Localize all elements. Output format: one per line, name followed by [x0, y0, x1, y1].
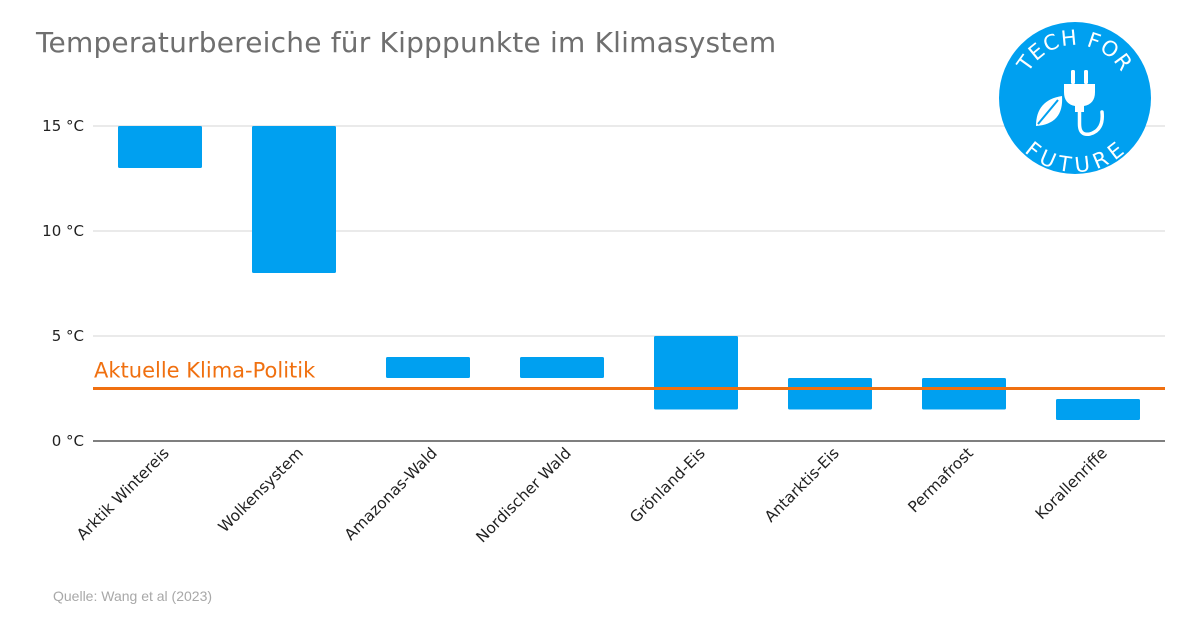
plug-icon: [1064, 70, 1104, 137]
bar: [922, 378, 1006, 410]
y-tick-label: 10 °C: [42, 222, 84, 240]
category-label: Grönland-Eis: [626, 444, 708, 526]
category-label: Antarktis-Eis: [761, 444, 843, 526]
category-label: Nordischer Wald: [473, 444, 575, 546]
bar: [386, 357, 470, 378]
bar: [1056, 399, 1140, 420]
y-tick-label: 5 °C: [52, 327, 84, 345]
bars: [118, 126, 1140, 420]
category-label: Amazonas-Wald: [341, 444, 441, 544]
bar: [118, 126, 202, 168]
bar: [654, 336, 738, 410]
category-label: Permafrost: [905, 444, 977, 516]
category-label: Wolkensystem: [215, 444, 307, 536]
source-note: Quelle: Wang et al (2023): [53, 588, 213, 604]
chart-title: Temperaturbereiche für Kipppunkte im Kli…: [36, 26, 777, 59]
tech-for-future-logo: TECH FOR FUTURE: [999, 22, 1151, 177]
bar: [252, 126, 336, 273]
bar: [520, 357, 604, 378]
category-labels: Arktik Wintereis Wolkensystem Amazonas-Wal…: [73, 444, 1111, 546]
bar: [788, 378, 872, 410]
category-label: Korallenriffe: [1032, 444, 1111, 523]
leaf-icon: [1036, 96, 1063, 126]
reference-line-group: Aktuelle Klima-Politik: [93, 359, 1165, 390]
y-tick-label: 15 °C: [42, 117, 84, 135]
y-tick-label: 0 °C: [52, 432, 84, 450]
y-tick-labels: 0 °C 5 °C 10 °C 15 °C: [42, 117, 84, 450]
reference-line-label: Aktuelle Klima-Politik: [94, 359, 316, 383]
category-label: Arktik Wintereis: [73, 444, 173, 544]
